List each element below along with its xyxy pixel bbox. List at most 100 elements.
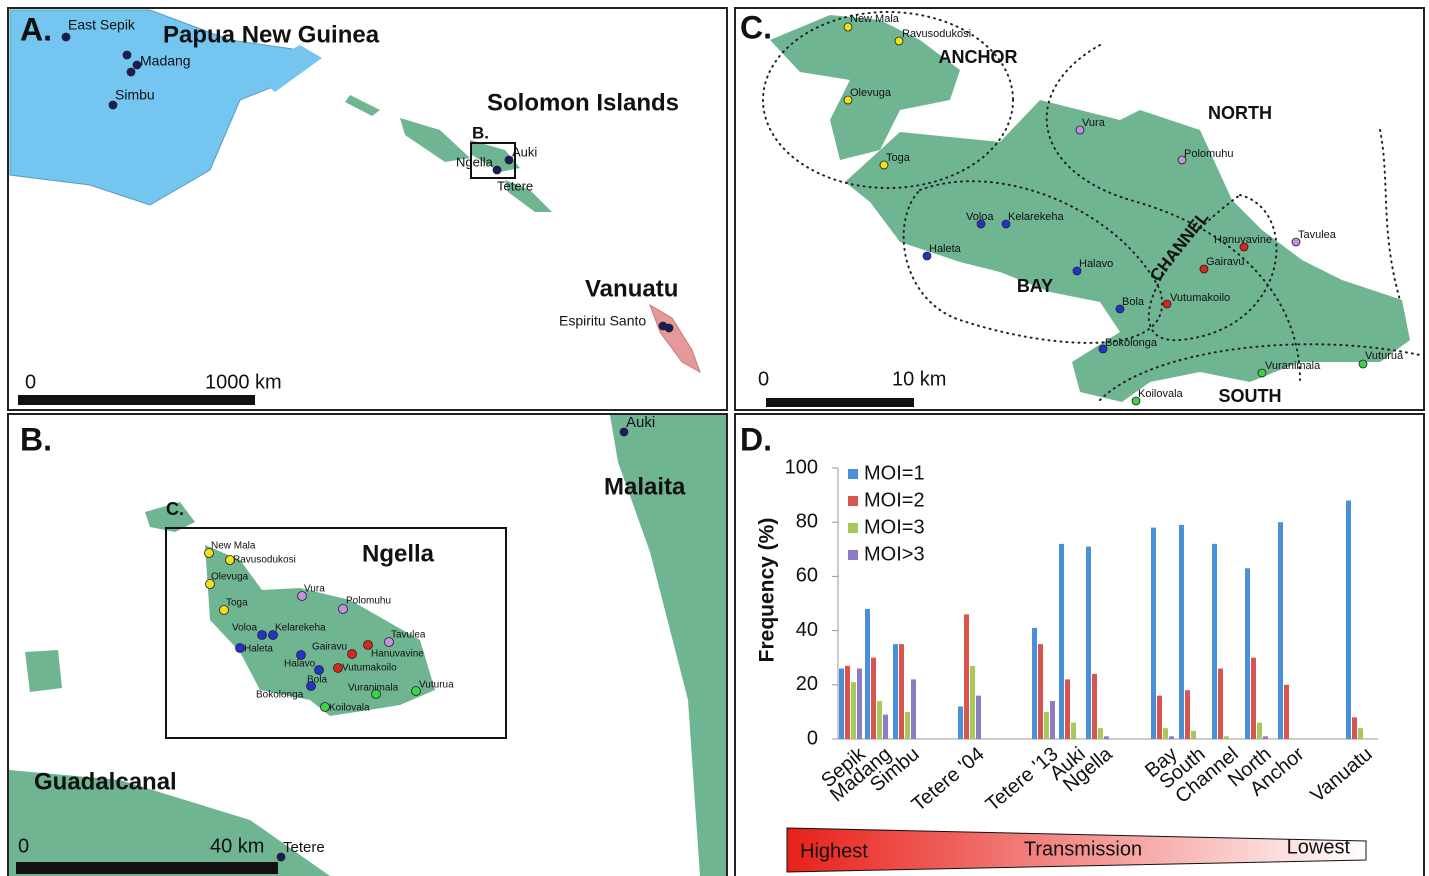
bar <box>1185 690 1190 739</box>
figure: A. Papua New Guinea Solomon Islands Vanuatu… <box>0 0 1429 876</box>
map-label: Halavo <box>284 659 316 670</box>
bar <box>1059 544 1064 739</box>
map-label: Espiritu Santo <box>559 313 646 329</box>
legend-label: MOI=1 <box>864 462 925 484</box>
map-label: Koilovala <box>329 703 370 714</box>
map-label: C. <box>166 499 184 519</box>
bar <box>1224 736 1229 739</box>
bar <box>1044 712 1049 739</box>
map-label: Ngella <box>456 154 494 169</box>
map-label: NORTH <box>1208 103 1272 123</box>
bar <box>1104 736 1109 739</box>
scale-bar <box>766 398 914 407</box>
map-label: Hanuvavine <box>371 649 424 660</box>
bar <box>899 644 904 739</box>
gradient-label: Transmission <box>1024 838 1142 860</box>
map-label: Vutumakoilo <box>342 663 397 674</box>
map-label: Bokolonga <box>256 690 304 701</box>
gradient-label: Lowest <box>1287 836 1351 858</box>
site-dot <box>307 682 316 691</box>
bar <box>1257 723 1262 739</box>
bar <box>1151 528 1156 739</box>
map-label: A. <box>20 11 52 47</box>
bar <box>1092 674 1097 739</box>
legend-swatch <box>848 550 858 560</box>
map-label: SOUTH <box>1219 386 1282 406</box>
map-label: Toga <box>886 152 911 164</box>
map-label: Vanuatu <box>585 275 678 302</box>
legend-swatch <box>848 496 858 506</box>
map-label: D. <box>740 421 772 457</box>
bar <box>1038 644 1043 739</box>
map-label: BAY <box>1017 276 1053 296</box>
map-label: New Mala <box>850 13 900 25</box>
bar <box>857 669 862 739</box>
legend-label: MOI=2 <box>864 489 925 511</box>
map-label: Ravusodukosi <box>233 555 296 566</box>
bar <box>1157 696 1162 739</box>
map-label: Haleta <box>929 243 962 255</box>
map-label: Vura <box>304 584 325 595</box>
map-label: Hanuvavine <box>1214 234 1272 246</box>
map-label: 0 <box>18 835 29 857</box>
y-tick-label: 80 <box>796 510 818 532</box>
bar <box>1065 679 1070 739</box>
legend-label: MOI>3 <box>864 543 925 565</box>
map-label: Bokolonga <box>1105 337 1158 349</box>
map-label: Ngella <box>362 540 435 567</box>
map-label: Vuranimala <box>1265 360 1321 372</box>
map-label: B. <box>20 421 52 457</box>
scale-bar <box>16 862 278 874</box>
map-label: Voloa <box>966 211 994 223</box>
bar <box>1032 628 1037 739</box>
map-label: Simbu <box>115 87 155 103</box>
y-tick-label: 40 <box>796 619 818 641</box>
bar <box>1263 736 1268 739</box>
bar <box>865 609 870 739</box>
bar <box>976 696 981 739</box>
bar <box>1071 723 1076 739</box>
bar <box>877 701 882 739</box>
map-label: 10 km <box>892 368 946 390</box>
bar <box>845 666 850 739</box>
map-label: Voloa <box>232 623 257 634</box>
map-label: Gairavu <box>312 642 347 653</box>
legend-swatch <box>848 523 858 533</box>
map-label: Madang <box>140 53 191 69</box>
y-tick-label: 20 <box>796 673 818 695</box>
map-label: Koilovala <box>1138 388 1184 400</box>
map-label: Tetere <box>497 178 533 193</box>
bar <box>871 658 876 739</box>
bar <box>839 669 844 739</box>
map-label: Kelarekeha <box>275 623 326 634</box>
gradient-label: Highest <box>800 840 868 862</box>
bar <box>1169 736 1174 739</box>
map-label: ANCHOR <box>939 47 1018 67</box>
map-label: Vuturua <box>419 680 454 691</box>
bar <box>1163 728 1168 739</box>
bar <box>851 682 856 739</box>
bar <box>970 666 975 739</box>
bar <box>1278 522 1283 739</box>
site-dot <box>493 166 501 174</box>
map-label: 0 <box>25 371 36 393</box>
map-label: Papua New Guinea <box>163 21 380 48</box>
site-dot <box>348 650 357 659</box>
map-label: Bola <box>1122 296 1145 308</box>
y-tick-label: 100 <box>785 456 818 478</box>
map-label: Tetere <box>283 839 325 856</box>
map-label: Solomon Islands <box>487 89 679 116</box>
bar <box>1218 669 1223 739</box>
map-label: Vuranimala <box>348 683 399 694</box>
bar <box>958 706 963 739</box>
map-label: B. <box>472 123 489 142</box>
bar <box>1245 568 1250 739</box>
bar <box>964 614 969 739</box>
map-label: 1000 km <box>205 371 282 393</box>
bar <box>1086 547 1091 739</box>
map-label: 0 <box>758 368 769 390</box>
map-label: Halavo <box>1079 258 1113 270</box>
site-dot <box>62 33 70 41</box>
map-label: East Sepik <box>68 17 136 33</box>
map-label: Polomuhu <box>346 596 391 607</box>
